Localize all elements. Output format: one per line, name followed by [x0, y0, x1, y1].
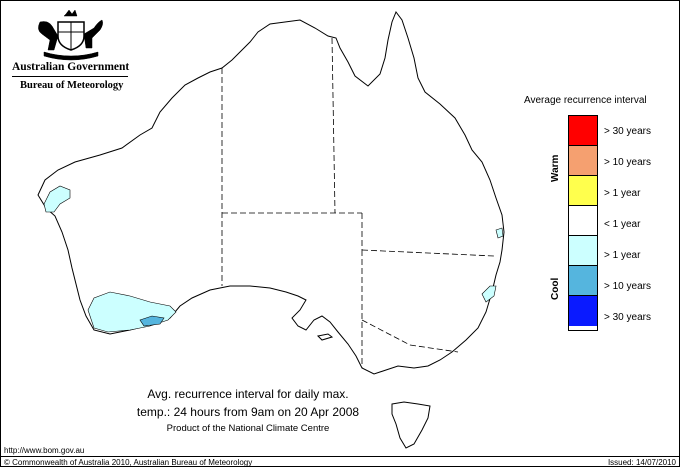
legend-title: Average recurrence interval — [524, 95, 647, 106]
anomaly-seq-cool — [495, 227, 504, 239]
mainland-outline — [37, 10, 505, 375]
legend-swatch-warm-10 — [569, 146, 597, 176]
legend-label-cool-30: > 30 years — [604, 312, 651, 323]
legend-label-cool-1: > 1 year — [604, 250, 641, 261]
kangaroo-island — [316, 333, 334, 341]
copyright-notice: © Commonwealth of Australia 2010, Austra… — [4, 458, 253, 467]
legend-swatch-warm-1 — [569, 176, 597, 206]
bom-url-link[interactable]: http://www.bom.gov.au — [4, 446, 85, 455]
legend-label-neutral: < 1 year — [604, 219, 641, 230]
bureau-name: Bureau of Meteorology — [20, 80, 124, 91]
map-caption-line2: temp.: 24 hours from 9am on 20 Apr 2008 — [136, 405, 360, 419]
legend-swatch-cool-1 — [569, 236, 597, 266]
legend-label-cool-10: > 10 years — [604, 281, 651, 292]
footer-divider — [0, 456, 680, 457]
legend-cool-label: Cool — [550, 277, 561, 300]
legend-swatch-cool-30 — [569, 296, 597, 326]
legend-swatch-cool-10 — [569, 266, 597, 296]
legend-swatch-neutral — [569, 206, 597, 236]
state-borders — [221, 37, 495, 368]
legend-label-warm-1: > 1 year — [604, 188, 641, 199]
legend-label-warm-30: > 30 years — [604, 126, 651, 137]
government-name: Australian Government — [12, 61, 130, 73]
anomaly-nsw-cool — [481, 285, 497, 303]
legend-color-scale — [568, 115, 598, 331]
legend-label-warm-10: > 10 years — [604, 157, 651, 168]
legend-swatch-warm-30 — [569, 116, 597, 146]
legend-warm-label: Warm — [550, 154, 561, 182]
map-caption-line1: Avg. recurrence interval for daily max. — [147, 387, 349, 401]
anomaly-southwest-coast-cool-10 — [139, 315, 165, 327]
tasmania-outline — [391, 401, 431, 449]
issued-date: Issued: 14/07/2010 — [607, 458, 676, 467]
map-caption-credit: Product of the National Climate Centre — [166, 423, 330, 434]
coat-of-arms-logo — [38, 9, 103, 61]
header-divider — [12, 76, 128, 77]
anomaly-pilbara-cool — [43, 185, 71, 213]
